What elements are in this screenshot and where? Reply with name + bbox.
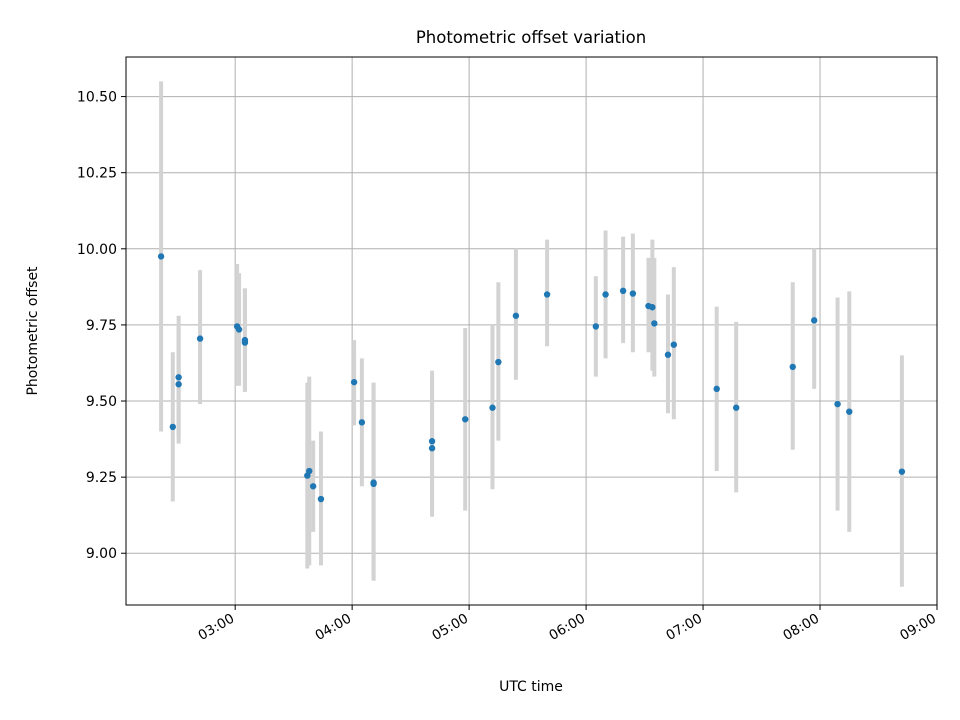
data-point — [592, 323, 600, 330]
x-axis-label: UTC time — [499, 679, 563, 695]
data-point — [306, 467, 313, 475]
data-point — [175, 381, 182, 388]
data-point — [462, 416, 469, 423]
data-point — [602, 291, 609, 298]
data-point — [350, 378, 358, 386]
data-point — [619, 287, 627, 295]
y-tick-label: 9.00 — [86, 546, 117, 562]
y-tick-label: 9.75 — [86, 318, 117, 334]
data-point — [651, 320, 658, 327]
data-point — [649, 304, 656, 311]
data-point — [664, 351, 672, 358]
data-points — [157, 253, 906, 503]
data-point — [428, 445, 436, 452]
data-point — [235, 326, 243, 333]
data-point — [846, 408, 853, 415]
data-point — [489, 404, 496, 411]
data-point — [834, 400, 841, 408]
y-tick-label: 10.00 — [77, 242, 117, 258]
y-tick-label: 10.25 — [77, 166, 117, 182]
data-point — [512, 312, 520, 319]
data-point — [196, 335, 204, 342]
data-point — [317, 495, 325, 503]
data-point — [495, 358, 502, 366]
y-tick-label: 9.50 — [86, 394, 117, 410]
y-tick-label: 9.25 — [86, 470, 117, 486]
y-tick-label: 10.50 — [77, 90, 117, 106]
data-point — [358, 419, 366, 426]
y-axis: 9.00 9.25 9.50 9.75 10.00 10.25 10.50 — [77, 90, 126, 562]
data-point — [629, 290, 637, 297]
plot-frame — [125, 56, 938, 606]
data-point — [309, 483, 317, 490]
data-point — [169, 423, 176, 431]
data-point — [898, 468, 906, 475]
data-point — [713, 385, 720, 393]
grid — [126, 57, 938, 605]
data-point — [789, 363, 796, 371]
chart-title: Photometric offset variation — [416, 28, 646, 47]
data-point — [157, 253, 165, 260]
data-point — [810, 317, 818, 324]
data-point — [670, 341, 678, 348]
data-point — [241, 339, 249, 346]
data-point — [370, 479, 377, 486]
data-point — [175, 374, 182, 381]
data-point — [732, 404, 740, 411]
y-axis-label: Photometric offset — [25, 266, 41, 396]
data-point — [428, 438, 436, 445]
data-point — [543, 291, 551, 298]
